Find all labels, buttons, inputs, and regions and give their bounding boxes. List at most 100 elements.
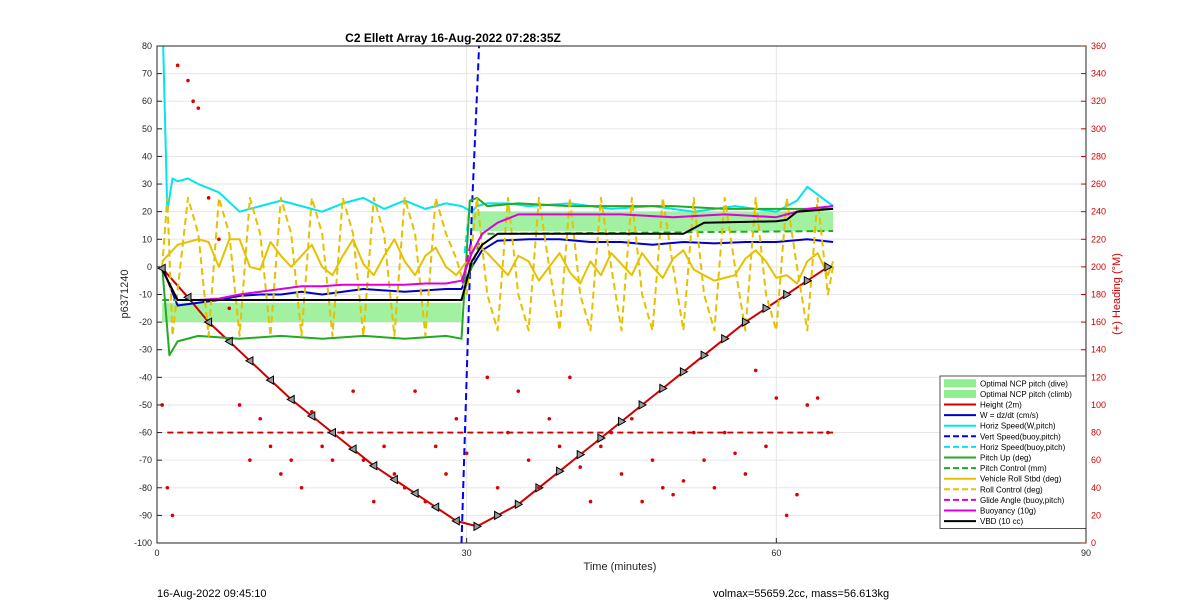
series-line: [161, 196, 835, 337]
legend-label: Optimal NCP pitch (climb): [980, 390, 1072, 399]
height-marker: [700, 350, 710, 361]
heading-point: [330, 458, 335, 462]
height-marker: [348, 444, 357, 454]
footer-timestamp: 16-Aug-2022 09:45:10: [157, 588, 267, 600]
series-line: [161, 238, 835, 285]
height-marker: [556, 466, 565, 477]
y2-tick-label: 20: [1091, 510, 1101, 520]
series-band: [162, 302, 462, 323]
height-marker: [721, 333, 730, 344]
legend-box: [939, 375, 1087, 529]
heading-point: [186, 78, 190, 83]
y2-tick-label: 60: [1091, 455, 1101, 465]
heading-point: [774, 396, 779, 400]
y2-axis-label: (+) Heading (°M): [1111, 253, 1123, 335]
heading-point: [537, 485, 541, 490]
y-tick-label: -10: [139, 290, 152, 300]
heading-point: [640, 499, 644, 504]
y2-tick-label: 100: [1091, 400, 1106, 410]
heading-point: [371, 499, 376, 504]
heading-point: [702, 458, 706, 462]
heading-point: [433, 444, 438, 449]
heading-point: [753, 368, 758, 373]
x-ticks: 0 30 60 90: [154, 538, 1091, 558]
heading-point: [671, 492, 675, 497]
x-tick-label: 90: [1081, 548, 1091, 558]
ncp-bands: [162, 211, 834, 323]
height-marker: [576, 449, 586, 460]
height-marker: [803, 275, 813, 286]
legend-label: Roll Control (deg): [980, 485, 1043, 494]
y-tick-label: -20: [139, 317, 152, 327]
height-marker: [244, 355, 254, 366]
heading-point: [495, 485, 500, 490]
legend-swatch: [944, 379, 976, 388]
y2-tick-label: 40: [1091, 483, 1101, 493]
height-marker: [224, 336, 233, 347]
heading-point: [568, 375, 572, 380]
height-marker: [389, 474, 398, 485]
series-line: [161, 196, 834, 357]
heading-point: [361, 458, 366, 462]
heading-point: [382, 444, 386, 449]
heading-point: [526, 458, 531, 462]
legend-label: Vehicle Roll Stbd (deg): [980, 475, 1062, 484]
y-ticks: 80 70 60 50 40 30 20 10 0 -10 -20 -30 -40 -50 -60 -70 -8…: [134, 41, 162, 548]
height-marker: [618, 416, 627, 427]
y2-tick-label: 160: [1091, 317, 1106, 327]
legend: Optimal NCP pitch (dive) Optimal NCP pitc…: [939, 375, 1087, 529]
series-line: [162, 45, 834, 213]
heading-point: [196, 106, 201, 110]
heading-point: [712, 485, 717, 490]
y-tick-label: -100: [134, 538, 152, 548]
heading-point: [599, 444, 603, 449]
heading-point: [826, 430, 830, 435]
y-tick-label: -70: [139, 455, 152, 465]
height-marker: [659, 383, 668, 394]
y2-tick-label: 120: [1091, 372, 1106, 382]
legend-label: Buoyancy (10g): [980, 507, 1036, 516]
y-tick-label: 30: [142, 179, 152, 189]
heading-point: [341, 430, 345, 435]
y2-tick-label: 180: [1091, 290, 1106, 300]
heading-point: [660, 485, 665, 490]
y-tick-label: -50: [139, 400, 152, 410]
heading-point: [547, 416, 552, 421]
heading-point: [815, 396, 820, 400]
heading-point: [588, 499, 593, 504]
series-line: [161, 205, 834, 301]
legend-label: Optimal NCP pitch (dive): [980, 379, 1068, 388]
heading-point: [681, 479, 686, 483]
heading-point: [619, 472, 624, 476]
height-marker: [679, 366, 689, 377]
heading-point: [191, 99, 195, 104]
y2-tick-label: 340: [1091, 69, 1106, 79]
heading-point: [299, 485, 304, 490]
heading-point: [351, 389, 355, 393]
heading-point: [279, 472, 283, 476]
y-tick-label: 20: [142, 207, 152, 217]
series-line: [161, 207, 834, 301]
heading-point: [392, 472, 397, 476]
height-marker: [182, 292, 192, 303]
heading-point: [402, 485, 407, 490]
y-tick-label: -30: [139, 345, 152, 355]
x-tick-label: 30: [462, 548, 472, 558]
y-tick-label: 60: [142, 96, 152, 106]
heading-point: [444, 472, 448, 476]
series-line: [460, 45, 481, 544]
height-marker: [597, 433, 606, 443]
y-tick-label: 0: [147, 262, 152, 272]
series-lines: [161, 45, 835, 544]
y-tick-label: -60: [139, 428, 152, 438]
y2-tick-label: 200: [1091, 262, 1106, 272]
height-marker: [430, 502, 440, 512]
y-tick-label: 50: [142, 124, 152, 134]
y-tick-label: -40: [139, 372, 152, 382]
height-marker: [741, 317, 751, 327]
height-marker: [157, 263, 166, 274]
heading-point: [805, 403, 810, 407]
y2-tick-label: 80: [1091, 428, 1101, 438]
heading-point: [557, 444, 562, 449]
y2-tick-label: 140: [1091, 345, 1106, 355]
